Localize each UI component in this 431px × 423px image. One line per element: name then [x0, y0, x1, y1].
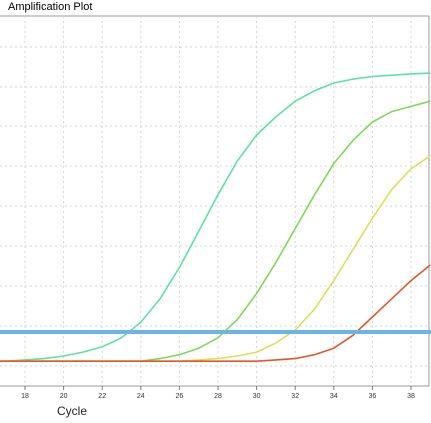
amplification-curve-1 — [0, 72, 431, 363]
x-tick-label: 22 — [98, 393, 106, 400]
x-tick-label: 38 — [407, 393, 415, 400]
x-tick-label: 32 — [291, 393, 299, 400]
x-tick-label: 26 — [176, 393, 184, 400]
chart-title: Amplification Plot — [8, 1, 93, 13]
x-tick-label: 30 — [253, 393, 261, 400]
x-tick-label: 36 — [369, 393, 377, 400]
x-tick-label: 34 — [330, 393, 338, 400]
x-tick-label: 24 — [137, 393, 145, 400]
x-tick-label: 20 — [60, 393, 68, 400]
x-tick-label: 18 — [21, 393, 29, 400]
x-axis: 18 20 22 24 26 28 30 32 34 36 38 — [21, 386, 415, 400]
series-group — [0, 72, 431, 363]
grid — [0, 15, 430, 387]
x-axis-label: Cycle — [57, 404, 88, 418]
amplification-curve-4 — [0, 264, 431, 363]
x-tick-label: 28 — [214, 393, 222, 400]
